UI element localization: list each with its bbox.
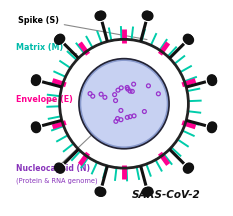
Circle shape: [81, 60, 167, 147]
Circle shape: [80, 60, 168, 148]
Circle shape: [208, 76, 216, 84]
Circle shape: [142, 188, 151, 196]
Text: Matrix (M): Matrix (M): [16, 43, 77, 54]
Circle shape: [80, 60, 168, 148]
Circle shape: [80, 60, 168, 148]
Circle shape: [80, 60, 168, 147]
Circle shape: [81, 61, 167, 147]
Circle shape: [97, 188, 106, 196]
Circle shape: [183, 165, 192, 173]
Circle shape: [80, 60, 168, 147]
Circle shape: [80, 60, 168, 148]
Circle shape: [80, 60, 168, 147]
Text: Spike (S): Spike (S): [18, 16, 147, 40]
Text: Nucleocapsid (N): Nucleocapsid (N): [16, 164, 90, 173]
Circle shape: [185, 36, 193, 44]
Circle shape: [56, 34, 65, 43]
Circle shape: [81, 60, 167, 147]
Circle shape: [56, 165, 65, 173]
Circle shape: [81, 60, 167, 147]
Circle shape: [81, 60, 168, 147]
Circle shape: [208, 123, 216, 132]
Circle shape: [80, 60, 168, 147]
Circle shape: [81, 61, 167, 147]
Circle shape: [80, 60, 168, 148]
Circle shape: [81, 60, 167, 147]
Circle shape: [80, 60, 168, 148]
Circle shape: [185, 163, 193, 172]
Circle shape: [143, 11, 152, 20]
Circle shape: [81, 60, 167, 147]
Circle shape: [81, 60, 167, 147]
Circle shape: [31, 122, 40, 131]
Circle shape: [32, 75, 41, 83]
Circle shape: [208, 77, 216, 85]
Circle shape: [81, 60, 168, 147]
Circle shape: [80, 60, 168, 147]
Circle shape: [55, 36, 63, 44]
Circle shape: [32, 76, 40, 84]
Circle shape: [81, 61, 167, 147]
Text: SARS-CoV-2: SARS-CoV-2: [131, 190, 200, 200]
Text: (Protein & RNA genome): (Protein & RNA genome): [16, 178, 97, 184]
Circle shape: [80, 60, 168, 148]
Circle shape: [80, 60, 168, 147]
Circle shape: [96, 187, 105, 196]
Circle shape: [81, 60, 167, 147]
Circle shape: [81, 60, 167, 147]
Circle shape: [31, 77, 40, 85]
Circle shape: [81, 60, 167, 147]
Circle shape: [55, 163, 63, 172]
Circle shape: [96, 11, 105, 20]
Circle shape: [144, 187, 153, 196]
Circle shape: [81, 61, 167, 147]
Circle shape: [81, 61, 167, 147]
Text: Envelope (E): Envelope (E): [16, 95, 72, 104]
Circle shape: [80, 60, 168, 148]
Circle shape: [208, 122, 216, 131]
Circle shape: [55, 164, 64, 173]
Circle shape: [80, 60, 168, 148]
Circle shape: [32, 124, 41, 133]
Circle shape: [95, 12, 104, 20]
Circle shape: [80, 60, 168, 147]
Circle shape: [144, 12, 153, 20]
Circle shape: [184, 35, 193, 43]
Circle shape: [207, 75, 216, 83]
Circle shape: [81, 60, 168, 147]
Circle shape: [142, 11, 151, 20]
Circle shape: [80, 60, 168, 148]
Circle shape: [95, 187, 104, 196]
Circle shape: [81, 60, 168, 147]
Circle shape: [183, 34, 192, 43]
Circle shape: [97, 11, 106, 20]
Circle shape: [80, 60, 168, 148]
Circle shape: [184, 164, 193, 173]
Circle shape: [55, 35, 64, 43]
Circle shape: [81, 61, 167, 147]
Circle shape: [81, 61, 167, 147]
Circle shape: [81, 60, 167, 147]
Circle shape: [143, 187, 152, 196]
Circle shape: [207, 124, 216, 133]
Circle shape: [81, 61, 167, 147]
Circle shape: [32, 123, 40, 132]
